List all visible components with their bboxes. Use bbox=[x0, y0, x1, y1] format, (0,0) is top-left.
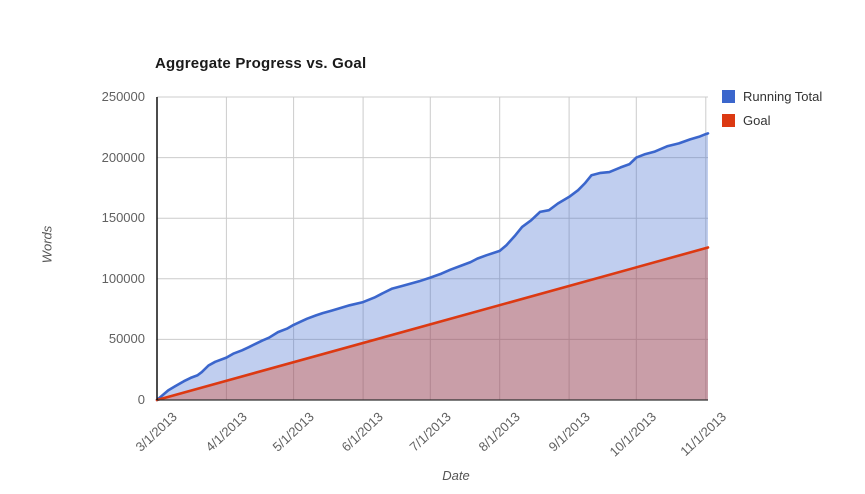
legend-swatch-icon bbox=[722, 114, 735, 127]
line-running-total bbox=[155, 132, 710, 402]
legend-label: Goal bbox=[743, 113, 771, 128]
legend-item-goal: Goal bbox=[722, 113, 822, 128]
legend-label: Running Total bbox=[743, 89, 823, 104]
line-goal bbox=[155, 246, 710, 402]
legend: Running Total Goal bbox=[722, 89, 822, 137]
y-tick-label: 50000 bbox=[108, 331, 145, 347]
legend-item-running-total: Running Total bbox=[722, 89, 822, 104]
y-tick-label: 150000 bbox=[101, 210, 145, 226]
y-tick-label: 250000 bbox=[101, 89, 145, 104]
y-tick-label: 200000 bbox=[101, 149, 145, 165]
chart-title: Aggregate Progress vs. Goal bbox=[155, 55, 367, 72]
y-tick-label: 0 bbox=[137, 392, 145, 407]
y-tick-label: 100000 bbox=[101, 270, 145, 286]
y-axis-title: Words bbox=[39, 225, 55, 264]
legend-swatch-icon bbox=[722, 90, 735, 103]
x-axis-title: Date bbox=[442, 468, 470, 483]
area-running-total bbox=[157, 133, 708, 400]
